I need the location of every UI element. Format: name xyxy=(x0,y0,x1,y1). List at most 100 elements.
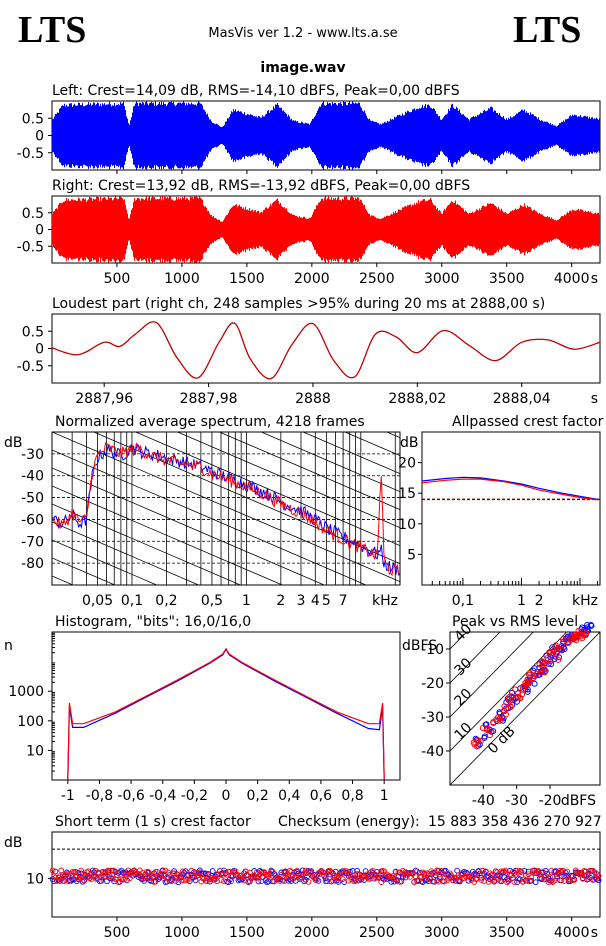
diagonal-label: 10 xyxy=(452,720,476,744)
slope-line xyxy=(52,630,400,780)
scatter-point-right xyxy=(397,879,403,885)
scatter-point-right xyxy=(402,869,409,875)
scatter-point-right xyxy=(74,873,80,880)
x-tick-label: 2888 xyxy=(295,391,331,407)
y-tick-label: 0.5 xyxy=(22,111,44,127)
x-tick-label: 0,2 xyxy=(247,788,269,804)
scatter-point-right xyxy=(122,871,129,878)
scatter-point-right xyxy=(149,873,156,880)
scatter-point-left xyxy=(186,878,193,884)
x-tick-label: 5 xyxy=(322,593,331,609)
scatter-point-right xyxy=(435,878,442,885)
scatter-point-right xyxy=(91,873,97,880)
panel-title-loudest: Loudest part (right ch, 248 samples >95%… xyxy=(52,296,545,312)
scatter-point-right xyxy=(367,876,373,882)
brand-logo-left: LTS xyxy=(18,9,87,51)
scatter-point-right xyxy=(485,878,492,885)
scatter-point-right xyxy=(102,873,109,880)
scatter-point-left xyxy=(315,878,322,884)
y-tick-label: -0.5 xyxy=(17,359,44,375)
scatter-point-right xyxy=(294,867,300,874)
scatter-point-right xyxy=(554,871,560,878)
scatter-point-right xyxy=(314,876,320,883)
scatter-point-right xyxy=(399,868,406,874)
x-tick-label: 2500 xyxy=(359,271,395,287)
scatter-point-right xyxy=(378,879,385,885)
slope-line xyxy=(52,467,326,585)
x-tick-label: 0,1 xyxy=(121,593,143,609)
x-tick-label: 3000 xyxy=(424,271,460,287)
scatter-point-right xyxy=(245,879,252,885)
scatter-point-right xyxy=(317,869,323,875)
scatter-point-right xyxy=(145,869,152,875)
scatter-point-right xyxy=(224,871,230,878)
x-unit-label: s xyxy=(591,391,598,407)
scatter-point-right xyxy=(493,716,500,723)
scatter-point-right xyxy=(182,868,189,875)
x-tick-label: 2887,96 xyxy=(75,391,133,407)
scatter-point-left xyxy=(532,879,539,886)
y-axis-label: dB xyxy=(4,835,23,851)
scatter-point-right xyxy=(528,874,535,881)
scatter-point-right xyxy=(151,879,157,885)
x-tick-label: 2000 xyxy=(294,271,330,287)
scatter-point-right xyxy=(271,878,278,885)
x-tick-label: -0,6 xyxy=(117,788,144,804)
scatter-point-right xyxy=(218,877,225,883)
x-tick-label: 1500 xyxy=(229,271,265,287)
x-tick-label: 500 xyxy=(104,271,131,287)
scatter-point-right xyxy=(287,867,293,874)
slope-line xyxy=(344,432,400,457)
scatter-point-right xyxy=(497,878,503,884)
x-tick-label: -20 xyxy=(539,793,562,809)
scatter-point-right xyxy=(196,869,203,876)
scatter-point-right xyxy=(82,873,89,879)
scatter-point-right xyxy=(404,872,410,879)
scatter-point-right xyxy=(469,872,476,879)
series-line-left xyxy=(67,648,385,781)
plot-frame-crest xyxy=(421,431,601,586)
scatter-point-right xyxy=(327,867,333,874)
y-tick-label: -20 xyxy=(421,676,444,692)
scatter-point-right xyxy=(515,869,522,876)
scatter-point-right xyxy=(505,697,512,703)
y-tick-label: 10 xyxy=(26,743,44,759)
slope-line xyxy=(52,539,158,585)
scatter-point-right xyxy=(387,873,393,879)
y-tick-label: 20 xyxy=(398,456,416,472)
scatter-point-right xyxy=(539,662,546,669)
scatter-point-right xyxy=(523,680,530,687)
scatter-point-right xyxy=(508,872,515,878)
x-tick-label: 2888,02 xyxy=(388,391,446,407)
y-tick-label: -30 xyxy=(21,447,44,463)
scatter-point-right xyxy=(564,868,570,875)
scatter-point-right xyxy=(414,868,420,875)
x-tick-label: 0,1 xyxy=(452,593,474,609)
scatter-point-right xyxy=(474,736,481,743)
scatter-point-right xyxy=(146,875,153,882)
scatter-point-right xyxy=(257,871,263,878)
scatter-point-right xyxy=(377,871,383,878)
x-tick-label: 0,8 xyxy=(341,788,363,804)
x-tick-label: -0,8 xyxy=(86,788,113,804)
y-tick-label: 10 xyxy=(26,871,44,887)
scatter-point-left xyxy=(52,868,59,875)
scatter-point-right xyxy=(512,686,519,693)
scatter-point-right xyxy=(555,656,562,663)
series-line-loudest xyxy=(51,321,601,380)
y-tick-label: -30 xyxy=(421,710,444,726)
slope-line xyxy=(302,432,400,475)
scatter-point-right xyxy=(352,877,359,884)
scatter-point-right xyxy=(375,875,382,881)
scatter-point-left xyxy=(548,661,555,668)
y-tick-label: 1000 xyxy=(8,684,44,700)
scatter-point-right xyxy=(232,868,239,875)
scatter-point-left xyxy=(531,680,538,687)
scatter-point-right xyxy=(288,868,295,875)
diagonal-label: 20 xyxy=(452,686,476,710)
scatter-point-left xyxy=(452,877,459,884)
scatter-point-left xyxy=(521,867,528,874)
scatter-point-right xyxy=(439,870,446,877)
scatter-point-right xyxy=(425,871,432,878)
